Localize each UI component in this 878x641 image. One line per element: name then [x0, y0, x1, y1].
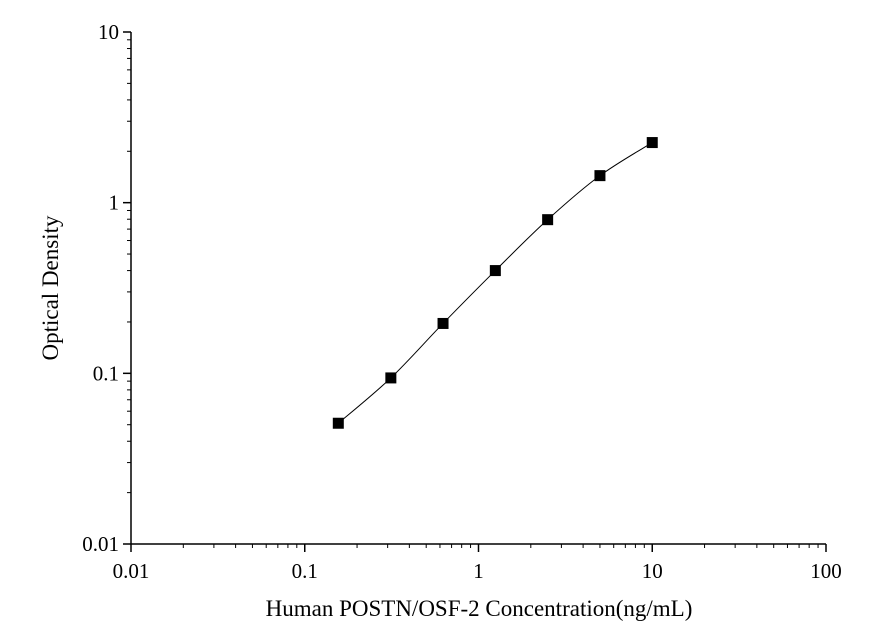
x-tick-label: 0.1	[292, 559, 318, 583]
data-point	[646, 137, 658, 149]
y-tick-label: 10	[98, 20, 119, 44]
data-points	[332, 137, 658, 429]
x-axis-ticks: 0.01 0.1 1 10 100	[113, 544, 842, 583]
x-axis-label: Human POSTN/OSF-2 Concentration(ng/mL)	[266, 596, 693, 621]
data-point	[437, 317, 449, 329]
x-tick-label: 100	[810, 559, 842, 583]
data-point	[489, 265, 501, 277]
data-point	[385, 372, 397, 384]
data-point	[594, 170, 606, 182]
y-axis-label: Optical Density	[38, 215, 63, 360]
x-tick-label: 0.01	[113, 559, 150, 583]
x-tick-label: 10	[642, 559, 663, 583]
y-tick-label: 0.01	[82, 532, 119, 556]
x-tick-label: 1	[473, 559, 484, 583]
y-tick-label: 0.1	[93, 361, 119, 385]
data-point	[332, 417, 344, 429]
data-point	[542, 214, 554, 226]
y-tick-label: 1	[109, 191, 120, 215]
y-axis-ticks: 0.01 0.1 1 10	[82, 20, 131, 556]
